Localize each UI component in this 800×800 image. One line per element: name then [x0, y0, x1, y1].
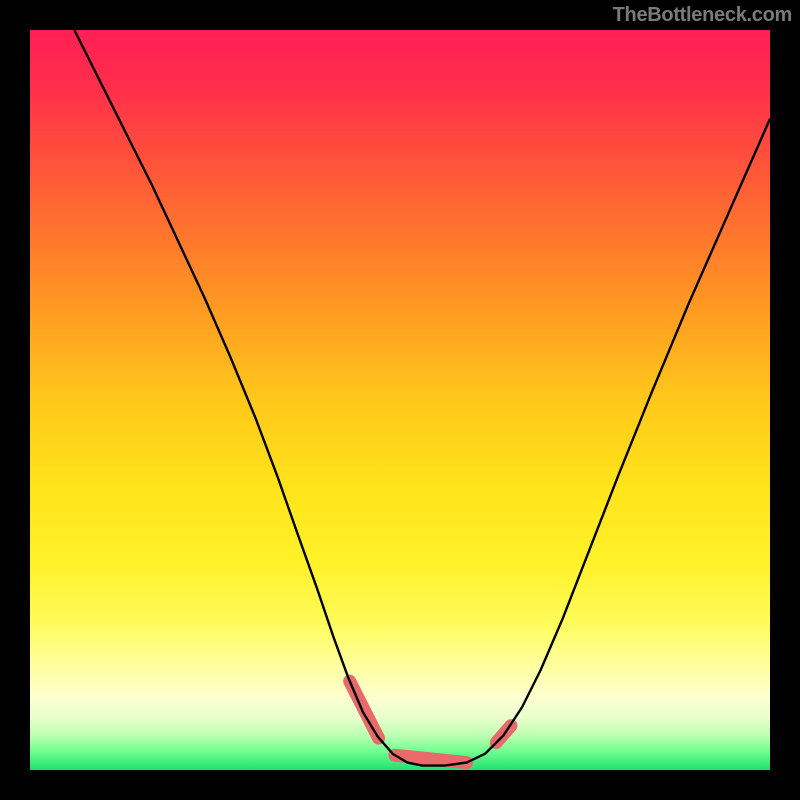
highlight-segments: [350, 681, 511, 762]
plot-area: [30, 30, 770, 770]
bottleneck-curve: [74, 30, 770, 766]
watermark-text: TheBottleneck.com: [613, 4, 792, 27]
plot-svg: [30, 30, 770, 770]
gradient-background: [30, 30, 770, 770]
chart-container: TheBottleneck.com: [0, 0, 800, 800]
